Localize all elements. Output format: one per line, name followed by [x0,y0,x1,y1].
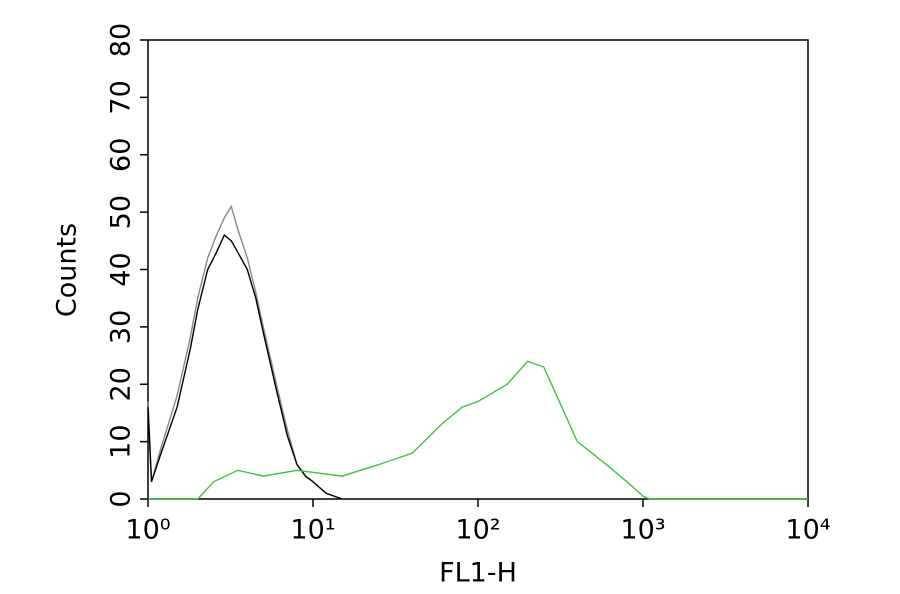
x-tick-label: 10⁴ [785,515,830,546]
series-line [147,204,343,500]
y-tick-label: 0 [106,490,137,507]
series-line [148,360,808,500]
x-tick-label: 10² [455,515,500,546]
y-tick-label: 20 [106,367,137,401]
y-tick-label: 40 [106,252,137,286]
y-tick-label: 80 [106,23,137,57]
y-tick-label: 50 [106,195,137,229]
y-tick-label: 70 [106,80,137,114]
series-line [147,233,343,500]
y-tick-label: 30 [106,310,137,344]
x-tick-label: 10³ [620,515,665,546]
y-axis-label: Counts [52,223,83,317]
y-tick-label: 60 [106,138,137,172]
x-tick-label: 10⁰ [125,515,170,546]
x-axis-label: FL1-H [439,558,517,589]
y-tick-label: 10 [106,424,137,458]
x-tick-label: 10¹ [290,515,335,546]
